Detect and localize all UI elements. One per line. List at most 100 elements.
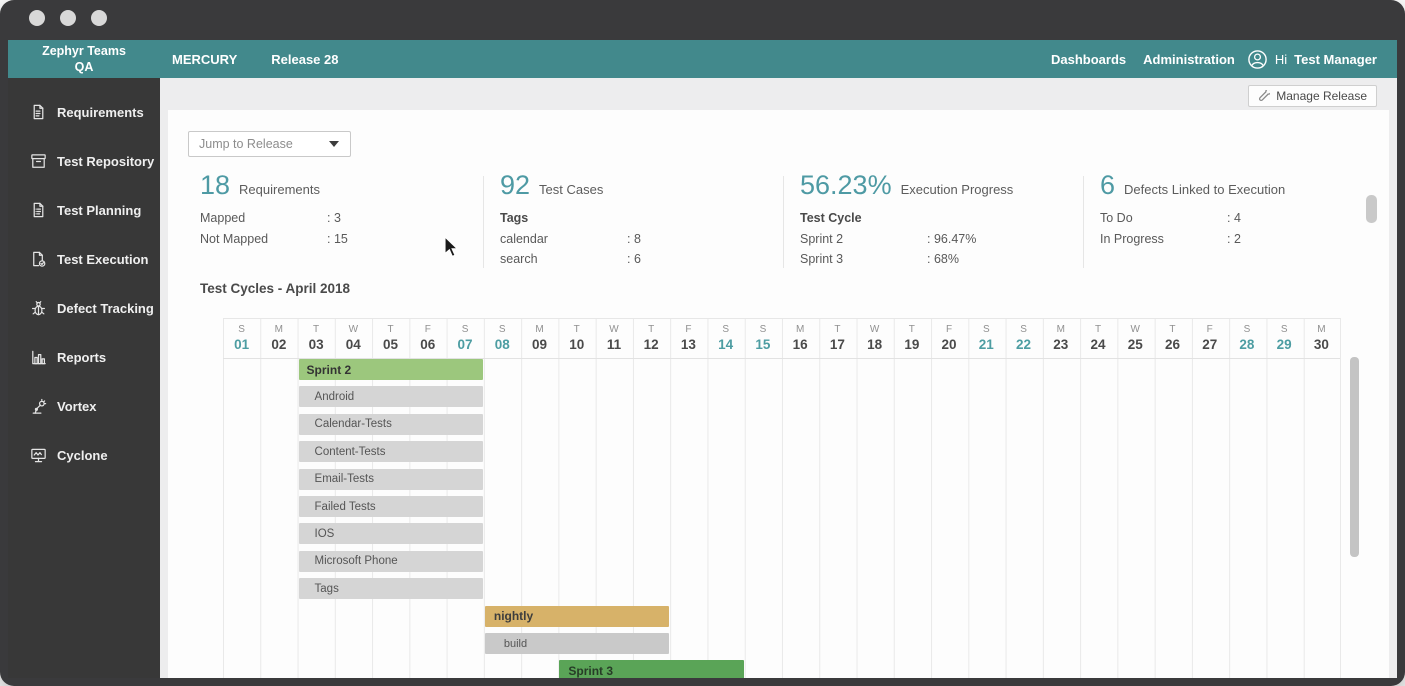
- card-row: To Do: 4: [1100, 208, 1382, 229]
- day-number: 25: [1127, 337, 1143, 352]
- day-letter: W: [869, 324, 880, 335]
- card-row-label: Sprint 3: [800, 252, 844, 266]
- calendar-day-01: S 01: [223, 319, 260, 358]
- day-number: 27: [1202, 337, 1218, 352]
- card-row-label: Mapped: [200, 211, 246, 225]
- gantt-bar-label: Calendar-Tests: [314, 418, 392, 431]
- nav-item-dashboards[interactable]: Dashboards: [1051, 51, 1127, 67]
- sidebar-item-vortex[interactable]: Vortex: [8, 382, 160, 431]
- card-divider: [783, 176, 784, 268]
- card-divider: [1083, 176, 1084, 268]
- sidebar-item-label: Requirements: [57, 105, 144, 120]
- user-menu[interactable]: Hi Test Manager: [1247, 49, 1377, 70]
- sidebar-item-label: Test Repository: [57, 154, 155, 169]
- sidebar-item-defect-tracking[interactable]: Defect Tracking: [8, 284, 160, 333]
- gantt-bar-label: Email-Tests: [314, 473, 374, 486]
- card-row-value: : 8: [627, 231, 641, 246]
- gantt-bar-email-tests[interactable]: Email-Tests: [298, 468, 483, 490]
- gantt-title: Test Cycles - April 2018: [200, 281, 351, 296]
- sidebar-item-test-repository[interactable]: Test Repository: [8, 137, 160, 186]
- gantt-bar-build[interactable]: build: [484, 633, 670, 654]
- sidebar-item-cyclone[interactable]: Cyclone: [8, 431, 160, 480]
- day-letter: T: [834, 324, 841, 335]
- gantt-bar-calendar-tests[interactable]: Calendar-Tests: [298, 413, 483, 435]
- planning-document-icon: [33, 202, 44, 218]
- brand-line1: Zephyr Teams: [42, 43, 126, 58]
- day-number: 22: [1016, 337, 1032, 352]
- card-row-value: : 68%: [927, 252, 959, 266]
- day-number: 21: [978, 337, 994, 352]
- jump-to-release-placeholder: Jump to Release: [199, 137, 293, 151]
- manage-release-button[interactable]: Manage Release: [1248, 85, 1377, 107]
- day-number: 03: [308, 337, 324, 352]
- calendar-day-26: T 26: [1154, 319, 1191, 358]
- card-label: Requirements: [239, 182, 320, 197]
- wrench-icon: [1259, 90, 1271, 102]
- sidebar-item-test-execution[interactable]: Test Execution: [8, 235, 160, 284]
- card-value: 56.23%: [800, 170, 892, 200]
- sidebar-item-reports[interactable]: Reports: [8, 333, 160, 382]
- sidebar-item-requirements[interactable]: Requirements: [8, 88, 160, 137]
- jump-to-release-select[interactable]: Jump to Release: [188, 131, 351, 157]
- nav-item-release-28[interactable]: Release 28: [271, 51, 339, 67]
- day-letter: T: [1169, 324, 1176, 335]
- day-number: 15: [755, 337, 771, 352]
- calendar-day-21: S 21: [968, 319, 1005, 358]
- card-row-label: In Progress: [1100, 231, 1164, 246]
- day-number: 08: [494, 337, 510, 352]
- gantt-bar-label: build: [503, 637, 528, 650]
- gantt-bar-ios[interactable]: IOS: [298, 523, 483, 545]
- gantt-bar-content-tests[interactable]: Content-Tests: [298, 441, 483, 463]
- card-label: Execution Progress: [900, 182, 1014, 197]
- day-letter: T: [313, 324, 320, 335]
- day-letter: S: [722, 324, 729, 335]
- gantt-bar-microsoft-phone[interactable]: Microsoft Phone: [298, 550, 483, 572]
- day-number: 30: [1313, 337, 1329, 352]
- card-divider: [483, 176, 484, 268]
- cards-scrollbar-thumb[interactable]: [1366, 195, 1377, 223]
- day-letter: S: [1243, 324, 1251, 335]
- nav-item-administration[interactable]: Administration: [1143, 51, 1235, 67]
- gantt-bar-tags[interactable]: Tags: [298, 578, 483, 600]
- header-nav-left: MERCURY Release 28: [172, 52, 338, 67]
- day-letter: M: [535, 324, 544, 335]
- card-row-label: Sprint 2: [800, 231, 844, 246]
- day-letter: S: [1280, 324, 1288, 335]
- day-letter: W: [1130, 324, 1140, 335]
- window-zoom-button[interactable]: [91, 10, 107, 26]
- window-close-button[interactable]: [29, 10, 45, 26]
- card-value: 18: [200, 170, 231, 200]
- calendar-day-04: W 04: [335, 319, 372, 358]
- nav-item-mercury[interactable]: MERCURY: [172, 51, 238, 67]
- header-nav-right: Dashboards Administration: [1051, 52, 1235, 67]
- day-letter: T: [648, 324, 655, 335]
- stat-card-requirements: 18 Requirements Mapped: 3 Not Mapped: 15: [200, 170, 482, 275]
- sidebar-item-label: Vortex: [57, 399, 97, 414]
- day-letter: S: [759, 324, 767, 335]
- day-number: 18: [867, 337, 883, 352]
- dashboard-panel: Jump to Release 18 Requirements Mapped: 3 N…: [168, 110, 1389, 678]
- calendar-day-29: S 29: [1266, 319, 1303, 358]
- gantt-bar-failed-tests[interactable]: Failed Tests: [298, 496, 483, 517]
- day-number: 17: [829, 337, 845, 352]
- calendar-day-16: M 16: [782, 319, 819, 358]
- app-logo[interactable]: Zephyr Teams QA: [8, 43, 160, 76]
- sidebar-item-test-planning[interactable]: Test Planning: [8, 186, 160, 235]
- calendar-day-14: S 14: [707, 319, 744, 358]
- gantt-bar-nightly[interactable]: nightly: [484, 605, 670, 627]
- card-value: 92: [500, 170, 531, 200]
- gantt-bar-android[interactable]: Android: [298, 386, 483, 408]
- calendar-day-09: M 09: [521, 319, 558, 358]
- gantt-bar-sprint-3[interactable]: Sprint 3: [559, 660, 744, 678]
- card-row-label: To Do: [1100, 211, 1133, 225]
- day-number: 12: [643, 337, 659, 352]
- gantt-scrollbar-thumb[interactable]: [1350, 357, 1359, 557]
- window-minimize-button[interactable]: [60, 10, 76, 26]
- day-number: 01: [234, 337, 250, 352]
- gantt-bar-sprint-2[interactable]: Sprint 2: [298, 359, 483, 380]
- day-letter: T: [908, 324, 915, 335]
- brand-line2: QA: [74, 60, 94, 74]
- stat-card-execution-progress: 56.23% Execution Progress Test Cycle Sprint…: [800, 170, 1082, 275]
- gantt-calendar-header: S 01 M 02 T 03 W 04 T 05 F 06 S 07 S 08 M 09 T 10 W 11 T 12 F 13 S…: [223, 319, 1340, 359]
- card-row: calendar: 8: [500, 229, 782, 250]
